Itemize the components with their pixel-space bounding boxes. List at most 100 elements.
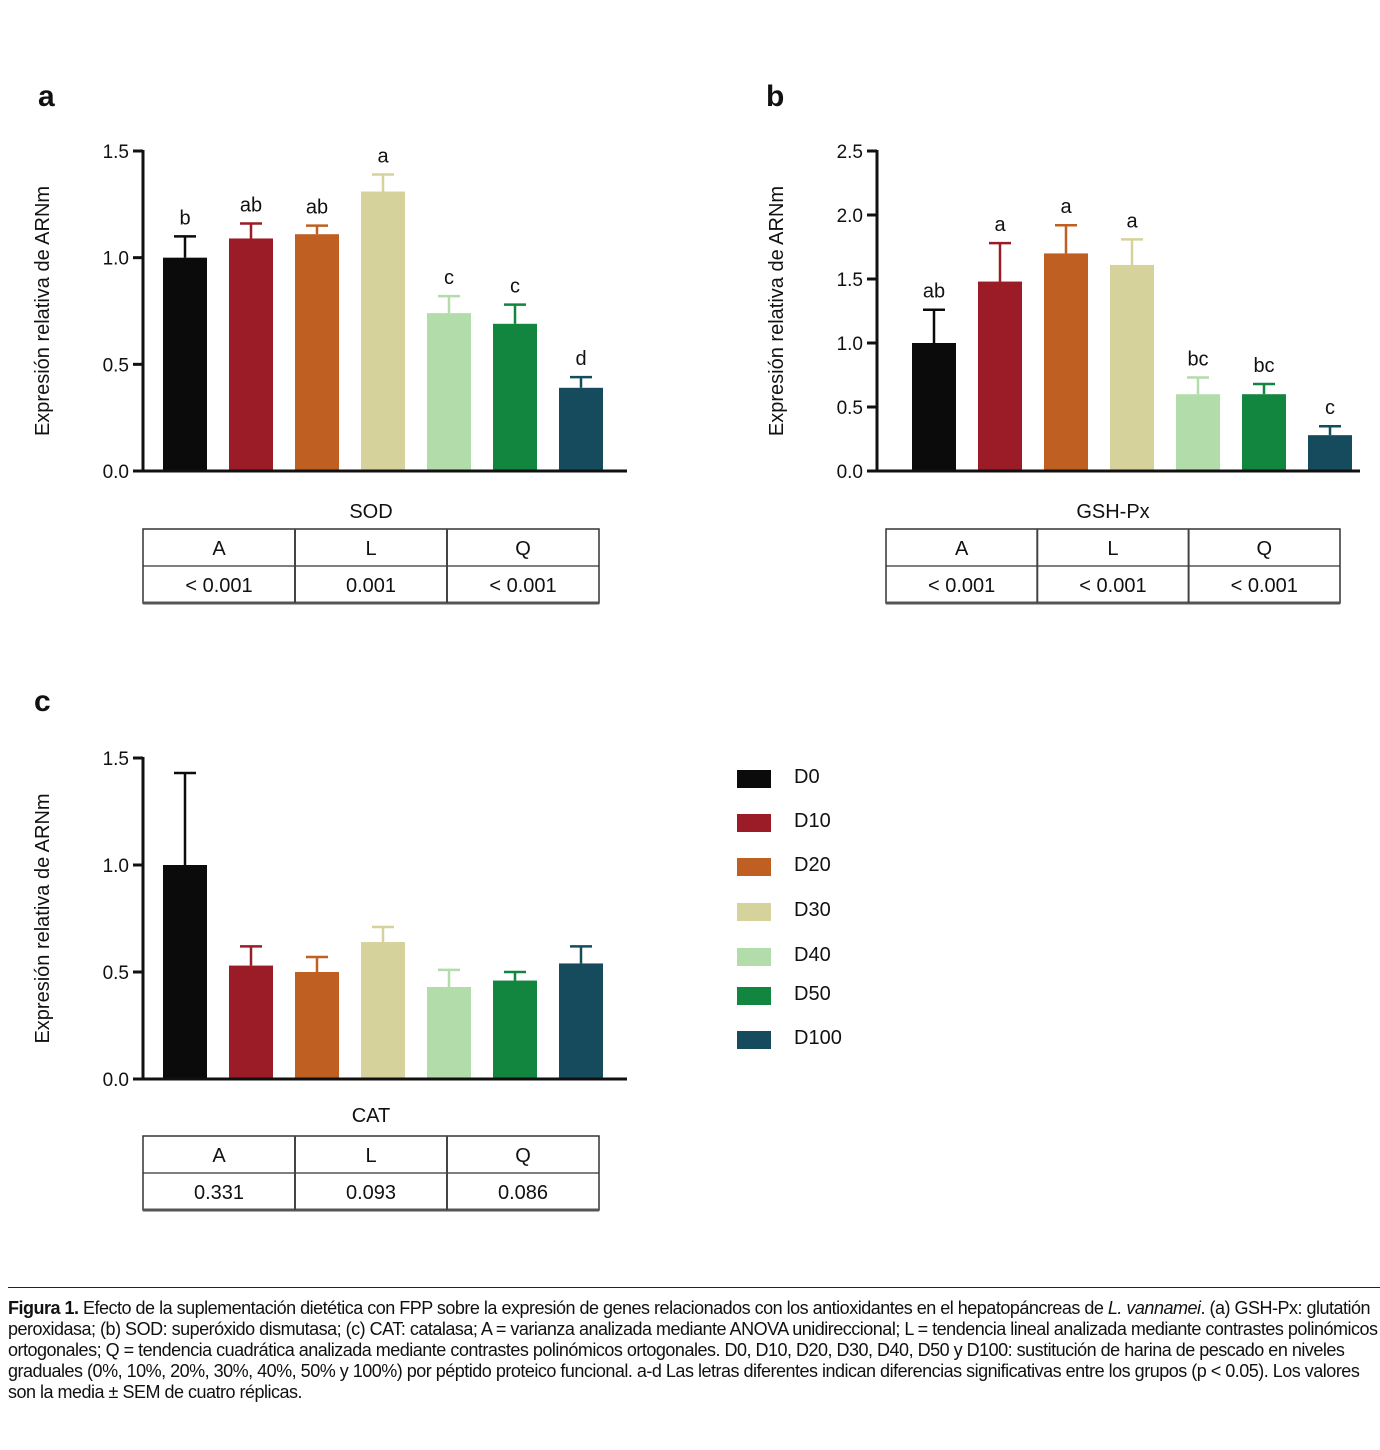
- y-tick-label-b-1: 0.5: [837, 398, 863, 419]
- legend-label-d30: D30: [794, 899, 831, 921]
- bar-b-d100: [1308, 435, 1352, 470]
- stats-header-c-a: A: [212, 1145, 226, 1167]
- y-tick-label-c-0: 0.0: [103, 1070, 129, 1091]
- panel-letter-c: c: [34, 685, 51, 718]
- significance-label-a-d40: c: [444, 267, 454, 289]
- significance-label-b-d20: a: [1060, 196, 1072, 218]
- significance-label-a-d100: d: [575, 348, 586, 370]
- bar-c-d20: [295, 972, 339, 1078]
- y-axis-label-a: Expresión relativa de ARNm: [32, 186, 54, 436]
- gene-title-a: SOD: [349, 501, 392, 523]
- legend-item-d100: D100: [737, 1027, 937, 1051]
- y-tick-label-a-2: 1.0: [103, 249, 129, 270]
- bar-a-d20: [295, 234, 339, 470]
- significance-label-b-d30: a: [1126, 210, 1138, 232]
- significance-label-a-d20: ab: [306, 197, 328, 219]
- y-tick-label-c-3: 1.5: [103, 749, 129, 770]
- y-axis-label-b: Expresión relativa de ARNm: [766, 186, 788, 436]
- y-tick-label-b-3: 1.5: [837, 270, 863, 291]
- bar-b-d50: [1242, 394, 1286, 470]
- legend-item-d10: D10: [737, 810, 937, 834]
- stats-value-b-q: < 0.001: [1231, 575, 1298, 597]
- legend-item-d20: D20: [737, 854, 937, 878]
- caption-species: L. vannamei: [1107, 1298, 1201, 1318]
- stats-value-b-a: < 0.001: [928, 575, 995, 597]
- bar-c-d0: [163, 865, 207, 1078]
- significance-label-b-d50: bc: [1253, 355, 1274, 377]
- bar-a-d10: [229, 238, 273, 470]
- caption-text-1: Efecto de la suplementación dietética co…: [78, 1298, 1108, 1318]
- bar-c-d10: [229, 965, 273, 1078]
- stats-header-b-l: L: [1107, 538, 1118, 560]
- stats-header-b-a: A: [955, 538, 969, 560]
- y-tick-label-c-1: 0.5: [103, 963, 129, 984]
- legend-swatch-d40: [737, 948, 771, 966]
- y-tick-label-a-3: 1.5: [103, 142, 129, 163]
- legend-item-d50: D50: [737, 983, 937, 1007]
- legend-swatch-d50: [737, 987, 771, 1005]
- bar-c-d100: [559, 963, 603, 1078]
- y-tick-label-b-0: 0.0: [837, 462, 863, 483]
- gene-title-b: GSH-Px: [1076, 501, 1149, 523]
- legend-swatch-d20: [737, 858, 771, 876]
- bar-b-d30: [1110, 264, 1154, 470]
- y-tick-label-a-1: 0.5: [103, 355, 129, 376]
- significance-label-b-d0: ab: [923, 281, 945, 303]
- bar-charts-figure: 0.0 0.5 1.0 1.5 Expresión relativa de ARNm b a…: [32, 142, 1360, 1212]
- legend-item-d0: D0: [737, 766, 937, 790]
- legend-label-d20: D20: [794, 854, 831, 876]
- gene-title-c: CAT: [352, 1105, 391, 1127]
- stats-header-a-l: L: [365, 538, 376, 560]
- stats-value-a-a: < 0.001: [185, 575, 252, 597]
- significance-label-b-d40: bc: [1187, 349, 1208, 371]
- y-tick-label-b-2: 1.0: [837, 334, 863, 355]
- legend-label-d10: D10: [794, 810, 831, 832]
- bar-a-d40: [427, 313, 471, 470]
- legend-swatch-d10: [737, 814, 771, 832]
- stats-value-a-q: < 0.001: [489, 575, 556, 597]
- bar-b-d0: [912, 343, 956, 470]
- bar-b-d20: [1044, 253, 1088, 470]
- stats-value-c-l: 0.093: [346, 1182, 396, 1204]
- bar-b-d40: [1176, 394, 1220, 470]
- significance-label-b-d10: a: [994, 214, 1006, 236]
- stats-header-a-q: Q: [515, 538, 531, 560]
- y-tick-label-c-2: 1.0: [103, 856, 129, 877]
- panel-letter-a: a: [38, 80, 55, 113]
- legend-item-d30: D30: [737, 899, 937, 923]
- y-tick-label-b-5: 2.5: [837, 142, 863, 163]
- bar-a-d0: [163, 257, 207, 470]
- legend-item-d40: D40: [737, 944, 937, 968]
- bar-c-d30: [361, 942, 405, 1078]
- legend-label-d40: D40: [794, 944, 831, 966]
- significance-label-a-d30: a: [377, 145, 389, 167]
- stats-value-c-q: 0.086: [498, 1182, 548, 1204]
- legend-label-d0: D0: [794, 766, 820, 788]
- stats-header-a-a: A: [212, 538, 226, 560]
- legend-swatch-d30: [737, 903, 771, 921]
- legend-swatch-d100: [737, 1031, 771, 1049]
- legend-label-d50: D50: [794, 983, 831, 1005]
- figure-caption: Figura 1. Efecto de la suplementación di…: [8, 1287, 1380, 1403]
- bar-a-d100: [559, 387, 603, 470]
- significance-label-b-d100: c: [1325, 397, 1335, 419]
- stats-value-c-a: 0.331: [194, 1182, 244, 1204]
- significance-label-a-d0: b: [179, 207, 190, 229]
- legend-label-d100: D100: [794, 1027, 842, 1049]
- bar-c-d50: [493, 980, 537, 1078]
- caption-text-2: . (a) GSH-Px: glutatión peroxidasa; (b) …: [8, 1298, 1378, 1402]
- y-axis-label-c: Expresión relativa de ARNm: [32, 793, 54, 1043]
- legend-swatch-d0: [737, 770, 771, 788]
- stats-header-c-q: Q: [515, 1145, 531, 1167]
- bar-a-d50: [493, 323, 537, 470]
- panel-letter-b: b: [766, 80, 785, 113]
- stats-header-b-q: Q: [1256, 538, 1272, 560]
- bar-c-d40: [427, 986, 471, 1078]
- stats-header-c-l: L: [365, 1145, 376, 1167]
- bar-b-d10: [978, 281, 1022, 470]
- y-tick-label-a-0: 0.0: [103, 462, 129, 483]
- bar-a-d30: [361, 191, 405, 470]
- stats-value-a-l: 0.001: [346, 575, 396, 597]
- stats-value-b-l: < 0.001: [1079, 575, 1146, 597]
- significance-label-a-d50: c: [510, 276, 520, 298]
